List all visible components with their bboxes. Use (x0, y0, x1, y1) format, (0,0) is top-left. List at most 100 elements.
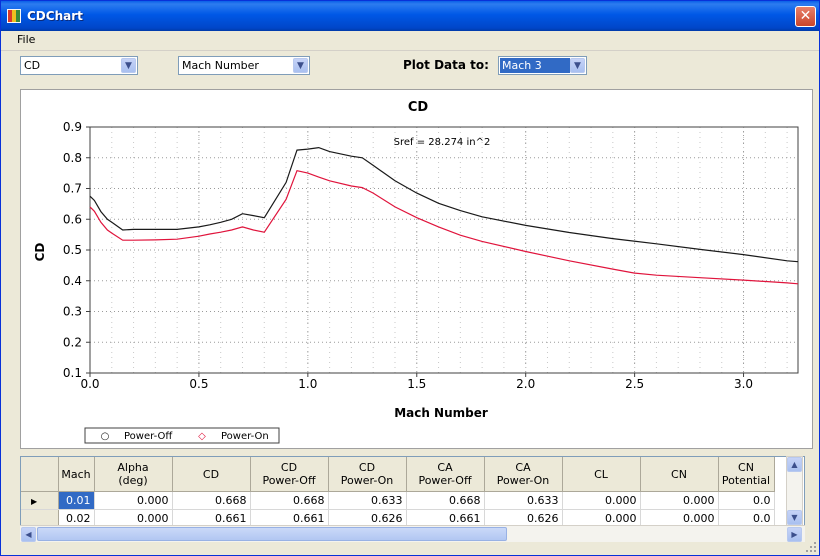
table-cell[interactable]: 0.01 (58, 491, 95, 510)
chart-annotation: Sref = 28.274 in^2 (394, 137, 491, 148)
column-header-label: Mach (61, 467, 91, 481)
data-grid[interactable]: Mach Alpha (deg) CD CD Power-Off CD Power-On CA P… (20, 456, 805, 542)
table-cell[interactable]: 0.668 (250, 491, 329, 510)
legend-box (84, 427, 280, 444)
x-axis-label: Mach Number (394, 406, 488, 420)
title-bar[interactable]: CDChart ✕ (1, 1, 819, 31)
current-row-indicator-icon: ▶ (31, 497, 38, 506)
chart-panel: 0.0 0.5 1.0 1.5 2.0 2.5 3.0 0.1 0.2 0.3 0.4 0.5 0.6 0… (20, 89, 813, 449)
y-tick-label: 0.1 (63, 366, 82, 380)
plot-data-label: Plot Data to: (403, 58, 489, 72)
table-cell[interactable]: 0.668 (406, 491, 485, 510)
table-cell[interactable]: 0.668 (172, 491, 251, 510)
y-tick-label: 0.9 (63, 120, 82, 134)
y-tick-label: 0.7 (63, 182, 82, 196)
y-tick-label: 0.4 (63, 274, 82, 288)
column-header-label: CL (594, 467, 608, 481)
menu-file[interactable]: File (17, 33, 36, 46)
x-tick-label: 1.0 (298, 377, 317, 391)
horizontal-scrollbar[interactable]: ◀ ▶ (20, 525, 805, 542)
column-header-label: Alpha (117, 461, 149, 474)
y-tick-label: 0.6 (63, 212, 82, 226)
x-axis-select[interactable]: Mach Number ▼ (178, 56, 310, 75)
toolbar: CD ▼ Mach Number ▼ Plot Data to: Mach 3 … (1, 50, 819, 86)
table-cell[interactable]: 0.626 (484, 509, 563, 528)
column-header[interactable]: CA Power-On (484, 457, 563, 492)
variable-select[interactable]: CD ▼ (20, 56, 138, 75)
plot-range-select[interactable]: Mach 3 ▼ (498, 56, 587, 75)
legend-marker-power-off: ○ (101, 431, 110, 442)
x-tick-label: 3.0 (734, 377, 753, 391)
series-line-power-off (89, 146, 799, 263)
scroll-left-icon[interactable]: ◀ (21, 527, 36, 542)
chevron-down-icon[interactable]: ▼ (121, 58, 136, 73)
column-header[interactable]: CL (562, 457, 641, 492)
table-cell[interactable]: 0.000 (562, 509, 641, 528)
column-header-label: CN (671, 467, 687, 481)
table-cell[interactable]: 0.000 (640, 491, 719, 510)
column-header[interactable]: CN Potential (718, 457, 775, 492)
close-icon: ✕ (799, 8, 812, 24)
table-cell[interactable]: 0.633 (484, 491, 563, 510)
column-header-label: Potential (721, 474, 771, 487)
legend-marker-power-on: ◇ (198, 431, 206, 442)
scroll-up-icon[interactable]: ▲ (787, 457, 802, 472)
close-button[interactable]: ✕ (795, 6, 816, 27)
table-cell[interactable]: 0.661 (406, 509, 485, 528)
x-tick-label: 1.5 (407, 377, 426, 391)
table-row[interactable]: ▶ 0.01 0.000 0.668 0.668 0.633 0.668 0.633 0.000… (21, 491, 775, 510)
y-tick-label: 0.5 (63, 243, 82, 257)
row-header[interactable] (21, 509, 59, 528)
table-cell[interactable]: 0.000 (94, 491, 173, 510)
column-header[interactable]: Mach (58, 457, 95, 492)
column-header[interactable]: Alpha (deg) (94, 457, 173, 492)
chevron-down-icon[interactable]: ▼ (570, 58, 585, 73)
horizontal-scroll-thumb[interactable] (37, 527, 507, 541)
cd-chart: 0.0 0.5 1.0 1.5 2.0 2.5 3.0 0.1 0.2 0.3 0.4 0.5 0.6 0… (33, 100, 799, 444)
x-tick-label: 2.0 (516, 377, 535, 391)
table-cell[interactable]: 0.0 (718, 491, 775, 510)
table-cell[interactable]: 0.633 (328, 491, 407, 510)
series-line-power-on (89, 170, 799, 285)
y-tick-label: 0.2 (63, 335, 82, 349)
column-header-label: CD (280, 461, 298, 474)
column-header[interactable]: CD (172, 457, 251, 492)
y-axis-label: CD (33, 243, 47, 262)
x-tick-label: 2.5 (625, 377, 644, 391)
scroll-right-icon[interactable]: ▶ (787, 527, 802, 542)
resize-grip-icon[interactable] (805, 541, 817, 553)
column-header-label: CA (515, 461, 531, 474)
column-header[interactable]: CD Power-Off (250, 457, 329, 492)
column-header-label: CA (437, 461, 453, 474)
column-header[interactable]: CD Power-On (328, 457, 407, 492)
column-header[interactable]: CN (640, 457, 719, 492)
column-header-label: CD (202, 467, 220, 481)
y-tick-label: 0.8 (63, 151, 82, 165)
column-header[interactable]: CA Power-Off (406, 457, 485, 492)
column-header-label: Power-On (340, 474, 394, 487)
column-header-label: CD (358, 461, 376, 474)
legend-power-off: Power-Off (124, 431, 173, 442)
chevron-down-icon[interactable]: ▼ (293, 58, 308, 73)
column-header-label: (deg) (118, 474, 148, 487)
menu-bar: File (1, 31, 819, 51)
vertical-scrollbar[interactable]: ▲ ▼ (786, 456, 803, 526)
table-cell[interactable]: 0.661 (250, 509, 329, 528)
row-header-corner (21, 457, 59, 492)
column-header-label: Power-Off (262, 474, 316, 487)
column-header-label: Power-On (496, 474, 550, 487)
x-axis-select-value: Mach Number (182, 59, 259, 72)
plot-frame (89, 126, 799, 374)
variable-select-value: CD (24, 59, 41, 72)
x-tick-label: 0.5 (189, 377, 208, 391)
row-header[interactable]: ▶ (21, 491, 59, 510)
chart-title: CD (408, 100, 429, 115)
scroll-down-icon[interactable]: ▼ (787, 510, 802, 525)
window-title: CDChart (27, 9, 83, 23)
x-tick-label: 0.0 (80, 377, 99, 391)
table-row[interactable]: 0.02 0.000 0.661 0.661 0.626 0.661 0.626 0.000 0… (21, 509, 775, 528)
table-cell[interactable]: 0.000 (640, 509, 719, 528)
plot-range-select-value: Mach 3 (500, 58, 570, 73)
table-cell[interactable]: 0.000 (562, 491, 641, 510)
